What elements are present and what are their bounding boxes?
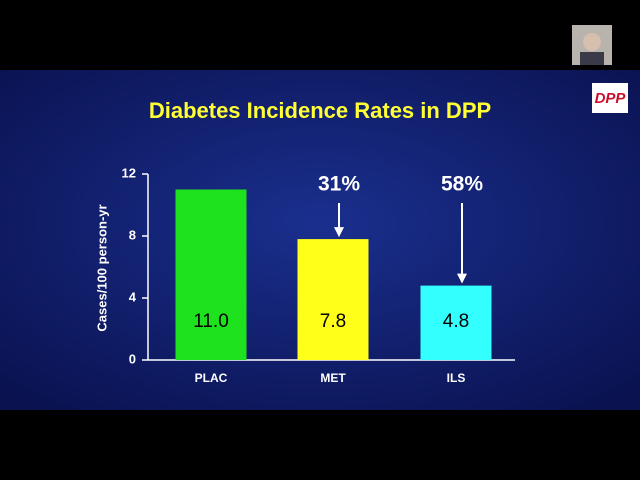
x-tick-label: ILS — [447, 371, 466, 385]
x-tick-label: MET — [320, 371, 346, 385]
arrow-head — [457, 273, 467, 284]
chart-title: Diabetes Incidence Rates in DPP — [149, 98, 491, 123]
bar — [420, 285, 492, 360]
webcam-body — [580, 52, 604, 65]
logo-box — [592, 83, 628, 113]
annotation: 58% — [441, 173, 483, 196]
y-tick-label: 8 — [129, 227, 136, 242]
bar — [175, 189, 247, 360]
y-tick-label: 12 — [122, 165, 136, 180]
y-tick-label: 0 — [129, 351, 136, 366]
webcam-face — [583, 33, 601, 51]
value-label: 11.0 — [193, 311, 229, 332]
bar — [297, 239, 369, 360]
y-tick-label: 4 — [129, 289, 137, 304]
value-label: 7.8 — [320, 311, 346, 332]
annotation: 31% — [318, 173, 360, 196]
value-label: 4.8 — [443, 311, 469, 332]
x-tick-label: PLAC — [195, 371, 228, 385]
y-axis-label: Cases/100 person-yr — [94, 204, 109, 331]
logo: DPP — [595, 90, 627, 107]
arrow-head — [334, 227, 344, 238]
